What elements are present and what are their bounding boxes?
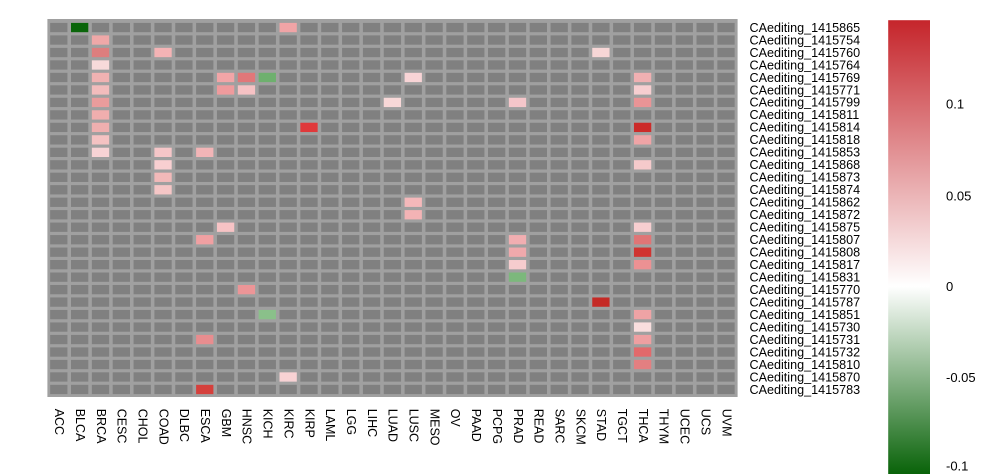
svg-text:MESO: MESO — [427, 409, 441, 446]
svg-text:CAediting_1415731: CAediting_1415731 — [750, 333, 861, 347]
svg-text:OV: OV — [448, 409, 462, 428]
svg-text:THYM: THYM — [657, 409, 671, 444]
svg-text:SKCM: SKCM — [573, 409, 587, 445]
svg-text:UCEC: UCEC — [678, 409, 692, 444]
svg-text:LGG: LGG — [344, 409, 358, 435]
svg-text:ACC: ACC — [52, 409, 66, 435]
svg-text:CAediting_1415870: CAediting_1415870 — [750, 370, 861, 384]
svg-text:CAediting_1415787: CAediting_1415787 — [750, 295, 861, 309]
svg-text:KIRC: KIRC — [281, 409, 295, 439]
svg-text:0.05: 0.05 — [946, 189, 971, 204]
svg-text:CAediting_1415873: CAediting_1415873 — [750, 171, 861, 185]
svg-text:HNSC: HNSC — [240, 409, 254, 444]
svg-text:CAediting_1415853: CAediting_1415853 — [750, 146, 861, 160]
svg-text:LUAD: LUAD — [386, 409, 400, 442]
svg-text:CAediting_1415818: CAediting_1415818 — [750, 133, 861, 147]
svg-text:CAediting_1415764: CAediting_1415764 — [750, 58, 861, 72]
svg-text:PRAD: PRAD — [511, 409, 525, 444]
svg-text:CAediting_1415851: CAediting_1415851 — [750, 308, 861, 322]
svg-text:0: 0 — [946, 279, 953, 294]
svg-text:THCA: THCA — [636, 409, 650, 444]
svg-text:CAediting_1415868: CAediting_1415868 — [750, 158, 861, 172]
svg-text:BLCA: BLCA — [73, 409, 87, 442]
svg-text:CAediting_1415862: CAediting_1415862 — [750, 196, 861, 210]
svg-text:CAediting_1415771: CAediting_1415771 — [750, 83, 861, 97]
svg-text:LIHC: LIHC — [365, 409, 379, 437]
svg-text:KICH: KICH — [261, 409, 275, 439]
svg-text:COAD: COAD — [156, 409, 170, 445]
svg-text:0.1: 0.1 — [946, 97, 964, 112]
svg-text:CAediting_1415872: CAediting_1415872 — [750, 208, 861, 222]
svg-text:CESC: CESC — [115, 409, 129, 444]
svg-text:LUSC: LUSC — [407, 409, 421, 442]
svg-text:KIRP: KIRP — [302, 409, 316, 438]
svg-text:CAediting_1415808: CAediting_1415808 — [750, 245, 861, 259]
svg-text:GBM: GBM — [219, 409, 233, 437]
svg-text:CAediting_1415783: CAediting_1415783 — [750, 383, 861, 397]
svg-text:CAediting_1415760: CAediting_1415760 — [750, 46, 861, 60]
svg-text:CAediting_1415814: CAediting_1415814 — [750, 121, 861, 135]
svg-text:CAediting_1415831: CAediting_1415831 — [750, 270, 861, 284]
svg-text:STAD: STAD — [594, 409, 608, 441]
svg-text:ESCA: ESCA — [198, 409, 212, 444]
svg-text:CAediting_1415732: CAediting_1415732 — [750, 345, 861, 359]
svg-text:CAediting_1415730: CAediting_1415730 — [750, 320, 861, 334]
svg-text:CAediting_1415769: CAediting_1415769 — [750, 71, 861, 85]
svg-text:PCPG: PCPG — [490, 409, 504, 444]
svg-text:BRCA: BRCA — [94, 409, 108, 444]
svg-text:CAediting_1415754: CAediting_1415754 — [750, 33, 861, 47]
svg-text:PAAD: PAAD — [469, 409, 483, 442]
svg-text:UCS: UCS — [698, 409, 712, 435]
svg-text:TGCT: TGCT — [615, 409, 629, 443]
svg-text:CAediting_1415810: CAediting_1415810 — [750, 358, 861, 372]
svg-text:UVM: UVM — [719, 409, 733, 437]
svg-text:CAediting_1415874: CAediting_1415874 — [750, 183, 861, 197]
svg-text:DLBC: DLBC — [177, 409, 191, 442]
svg-text:-0.05: -0.05 — [946, 370, 976, 385]
svg-text:LAML: LAML — [323, 409, 337, 442]
svg-text:CAediting_1415865: CAediting_1415865 — [750, 21, 861, 35]
svg-text:-0.1: -0.1 — [946, 459, 968, 474]
svg-text:CAediting_1415817: CAediting_1415817 — [750, 258, 861, 272]
svg-text:CAediting_1415811: CAediting_1415811 — [750, 108, 860, 122]
svg-text:CAediting_1415875: CAediting_1415875 — [750, 221, 861, 235]
svg-text:CHOL: CHOL — [135, 409, 149, 444]
svg-text:READ: READ — [532, 409, 546, 444]
svg-text:CAediting_1415799: CAediting_1415799 — [750, 96, 861, 110]
svg-text:CAediting_1415807: CAediting_1415807 — [750, 233, 861, 247]
svg-text:CAediting_1415770: CAediting_1415770 — [750, 283, 861, 297]
svg-text:SARC: SARC — [552, 409, 566, 444]
